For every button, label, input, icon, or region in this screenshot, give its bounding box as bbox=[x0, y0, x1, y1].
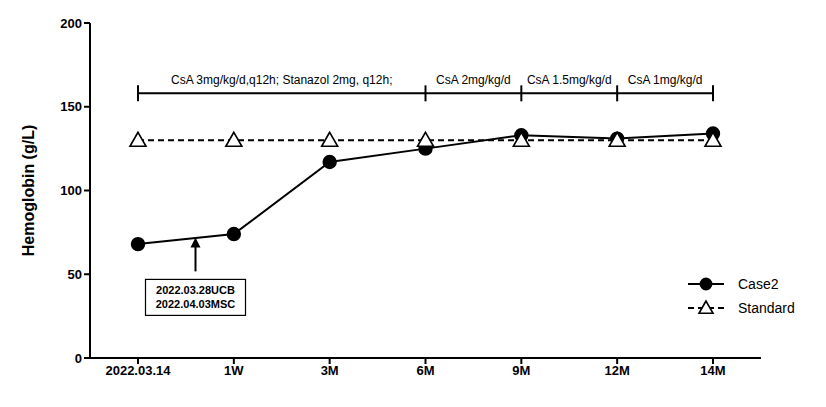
svg-text:1W: 1W bbox=[224, 363, 244, 378]
svg-text:CsA 1mg/kg/d: CsA 1mg/kg/d bbox=[628, 73, 703, 87]
html-text:Standard: Standard bbox=[738, 300, 795, 316]
svg-text:9M: 9M bbox=[512, 363, 530, 378]
svg-text:2022.04.03MSC: 2022.04.03MSC bbox=[156, 298, 236, 310]
html-text:Case2: Case2 bbox=[738, 276, 779, 292]
svg-text:2022.03.14: 2022.03.14 bbox=[105, 363, 171, 378]
svg-text:150: 150 bbox=[60, 99, 82, 114]
svg-text:Hemoglobin (g/L): Hemoglobin (g/L) bbox=[20, 125, 37, 257]
svg-text:12M: 12M bbox=[605, 363, 630, 378]
svg-text:50: 50 bbox=[68, 267, 82, 282]
svg-text:3M: 3M bbox=[321, 363, 339, 378]
svg-text:0: 0 bbox=[75, 351, 82, 366]
svg-text:CsA 3mg/kg/d,q12h; Stanazol 2m: CsA 3mg/kg/d,q12h; Stanazol 2mg, q12h; bbox=[171, 73, 392, 87]
svg-text:100: 100 bbox=[60, 183, 82, 198]
svg-text:2022.03.28UCB: 2022.03.28UCB bbox=[156, 284, 235, 296]
svg-text:14M: 14M bbox=[700, 363, 725, 378]
svg-text:200: 200 bbox=[60, 16, 82, 31]
svg-text:CsA 2mg/kg/d: CsA 2mg/kg/d bbox=[436, 73, 511, 87]
svg-text:CsA 1.5mg/kg/d: CsA 1.5mg/kg/d bbox=[527, 73, 612, 87]
svg-text:6M: 6M bbox=[416, 363, 434, 378]
